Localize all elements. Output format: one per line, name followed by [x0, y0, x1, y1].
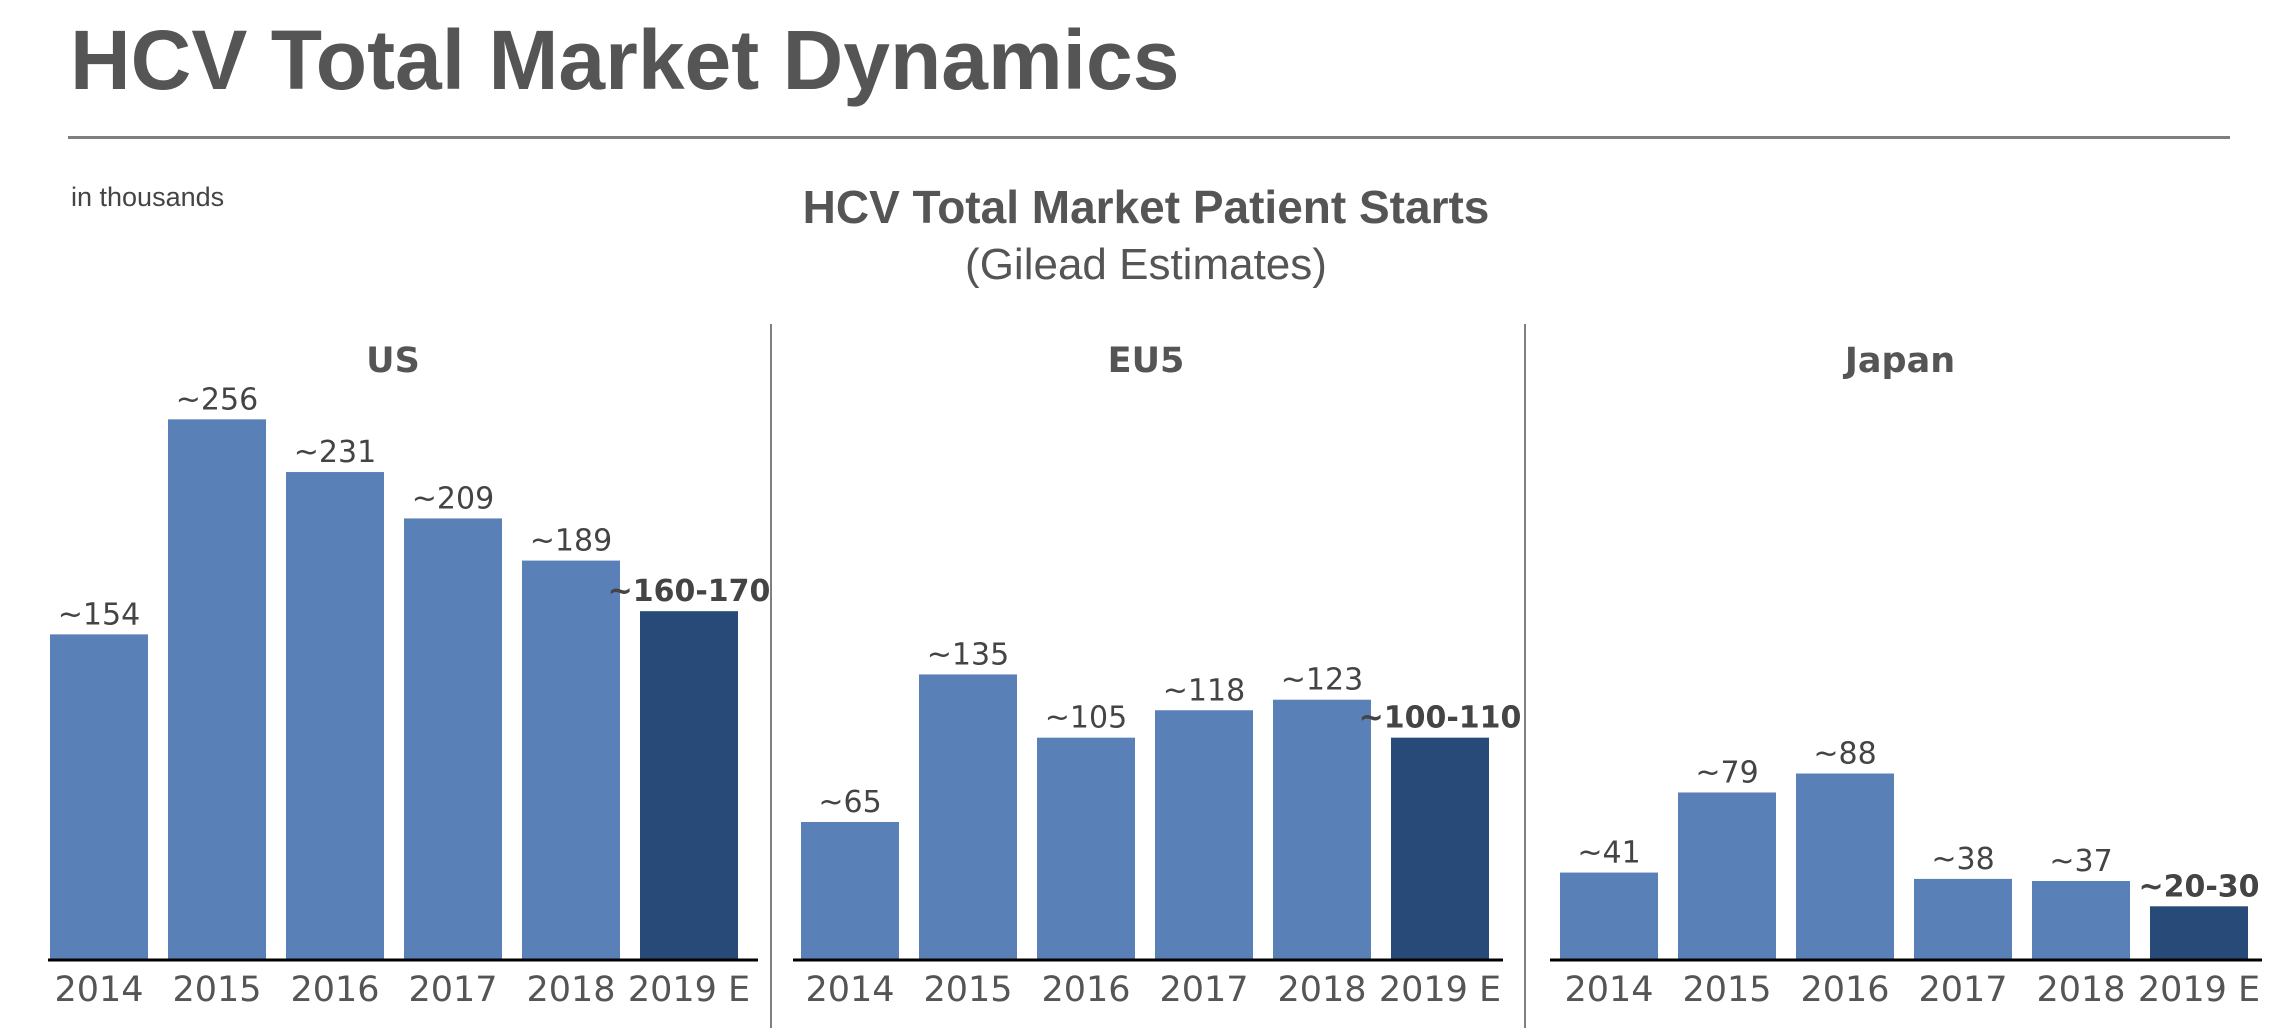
- bar-us-2015: [168, 419, 266, 959]
- bar-us-2018: [522, 560, 620, 959]
- panel-title-japan: Japan: [1843, 341, 1955, 381]
- bar-japan-2016: [1796, 773, 1894, 959]
- tick-label-eu5-2017: 2017: [1159, 970, 1248, 1010]
- title-divider: [68, 136, 2230, 139]
- data-label-eu5-2016: ~105: [1045, 701, 1127, 736]
- tick-label-us-2016: 2016: [290, 970, 379, 1010]
- bar-us-2017: [404, 518, 502, 959]
- tick-label-us-2015: 2015: [172, 970, 261, 1010]
- tick-label-japan-2019-e: 2019 E: [2138, 970, 2260, 1010]
- tick-label-eu5-2018: 2018: [1277, 970, 1366, 1010]
- data-label-japan-2019-e: ~20-30: [2138, 869, 2259, 904]
- data-label-us-2016: ~231: [294, 435, 376, 470]
- tick-label-us-2018: 2018: [526, 970, 615, 1010]
- bar-eu5-2017: [1155, 710, 1253, 959]
- tick-label-japan-2014: 2014: [1564, 970, 1653, 1010]
- data-label-eu5-2017: ~118: [1163, 673, 1245, 708]
- data-label-us-2018: ~189: [530, 524, 612, 559]
- chart-title: HCV Total Market Patient Starts: [802, 181, 1490, 233]
- bar-japan-2015: [1678, 792, 1776, 959]
- data-label-us-2017: ~209: [412, 481, 494, 516]
- data-label-japan-2018: ~37: [2049, 844, 2112, 879]
- data-label-japan-2016: ~88: [1813, 736, 1876, 771]
- bar-japan-2014: [1560, 872, 1658, 959]
- units-note: in thousands: [71, 182, 225, 212]
- bar-us-2016: [286, 472, 384, 959]
- tick-label-eu5-2019-e: 2019 E: [1379, 970, 1501, 1010]
- bar-eu5-2014: [801, 821, 899, 959]
- bar-eu5-2018: [1273, 699, 1371, 959]
- tick-label-japan-2016: 2016: [1800, 970, 1889, 1010]
- data-label-us-2015: ~256: [176, 382, 258, 417]
- panel-title-us: US: [366, 341, 420, 381]
- bar-eu5-2015: [919, 674, 1017, 959]
- tick-label-us-2019-e: 2019 E: [628, 970, 750, 1010]
- bar-japan-2018: [2032, 881, 2130, 959]
- tick-label-japan-2017: 2017: [1918, 970, 2007, 1010]
- data-label-us-2019-e: ~160-170: [608, 574, 771, 609]
- data-label-japan-2017: ~38: [1931, 842, 1994, 877]
- tick-label-japan-2018: 2018: [2036, 970, 2125, 1010]
- tick-label-eu5-2016: 2016: [1041, 970, 1130, 1010]
- data-label-eu5-2014: ~65: [818, 785, 881, 820]
- page-title: HCV Total Market Dynamics: [70, 13, 1180, 107]
- data-label-eu5-2018: ~123: [1281, 663, 1363, 698]
- tick-label-eu5-2014: 2014: [805, 970, 894, 1010]
- chart-subtitle: (Gilead Estimates): [965, 240, 1327, 289]
- tick-label-us-2017: 2017: [408, 970, 497, 1010]
- bar-eu5-2016: [1037, 737, 1135, 959]
- data-label-us-2014: ~154: [58, 597, 140, 632]
- bar-japan-2019-e: [2150, 906, 2248, 959]
- tick-label-us-2014: 2014: [54, 970, 143, 1010]
- data-label-japan-2014: ~41: [1577, 836, 1640, 871]
- data-label-eu5-2015: ~135: [927, 637, 1009, 672]
- tick-label-japan-2015: 2015: [1682, 970, 1771, 1010]
- panel-title-eu5: EU5: [1108, 341, 1185, 381]
- bar-eu5-2019-e: [1391, 737, 1489, 959]
- data-label-eu5-2019-e: ~100-110: [1359, 701, 1522, 736]
- tick-label-eu5-2015: 2015: [923, 970, 1012, 1010]
- bar-us-2019-e: [640, 611, 738, 959]
- data-label-japan-2015: ~79: [1695, 755, 1758, 790]
- bar-us-2014: [50, 634, 148, 959]
- bar-japan-2017: [1914, 878, 2012, 959]
